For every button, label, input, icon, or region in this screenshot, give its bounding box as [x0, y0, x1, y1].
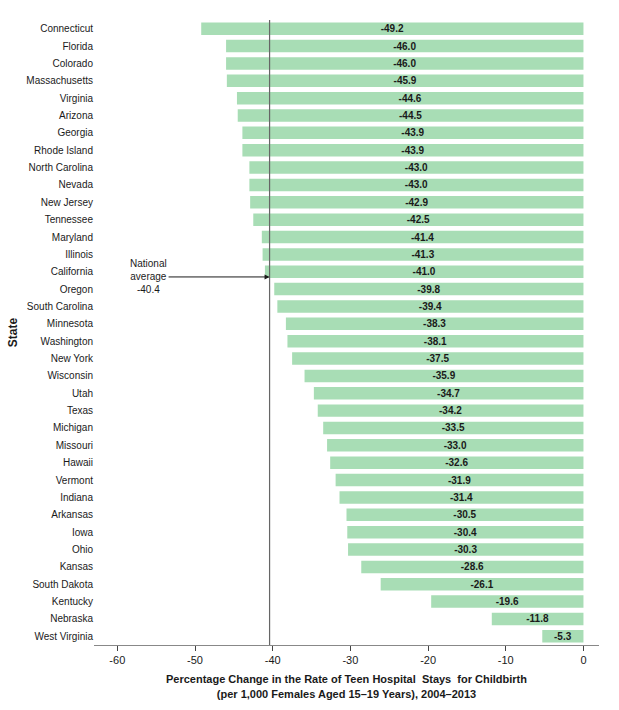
- svg-text:Vermont: Vermont: [56, 475, 93, 486]
- svg-text:-31.4: -31.4: [450, 492, 473, 503]
- svg-text:Massachusetts: Massachusetts: [26, 75, 93, 86]
- svg-text:-50: -50: [187, 654, 203, 666]
- svg-text:Oregon: Oregon: [60, 284, 93, 295]
- svg-text:Tennessee: Tennessee: [45, 214, 94, 225]
- svg-text:Washington: Washington: [41, 336, 93, 347]
- svg-text:-42.9: -42.9: [405, 197, 428, 208]
- svg-text:Rhode Island: Rhode Island: [34, 145, 93, 156]
- svg-text:Iowa: Iowa: [72, 527, 94, 538]
- svg-text:-30.5: -30.5: [453, 509, 476, 520]
- svg-text:-39.8: -39.8: [417, 284, 440, 295]
- svg-text:-40: -40: [265, 654, 281, 666]
- svg-text:Indiana: Indiana: [60, 492, 93, 503]
- svg-text:-43.0: -43.0: [405, 162, 428, 173]
- svg-text:-44.6: -44.6: [399, 93, 422, 104]
- svg-text:-26.1: -26.1: [470, 579, 493, 590]
- svg-text:-20: -20: [420, 654, 436, 666]
- svg-text:Arizona: Arizona: [59, 110, 93, 121]
- svg-text:State: State: [6, 318, 20, 348]
- svg-text:-41.3: -41.3: [411, 249, 434, 260]
- svg-text:South Carolina: South Carolina: [27, 301, 94, 312]
- svg-text:Kansas: Kansas: [60, 561, 93, 572]
- svg-text:Florida: Florida: [62, 41, 93, 52]
- svg-text:-60: -60: [109, 654, 125, 666]
- svg-text:-37.5: -37.5: [426, 353, 449, 364]
- svg-text:Minnesota: Minnesota: [47, 318, 94, 329]
- svg-text:Colorado: Colorado: [52, 58, 93, 69]
- svg-text:North Carolina: North Carolina: [29, 162, 94, 173]
- svg-text:-30.4: -30.4: [454, 527, 477, 538]
- svg-text:-44.5: -44.5: [399, 110, 422, 121]
- svg-text:-19.6: -19.6: [496, 596, 519, 607]
- svg-text:-49.2: -49.2: [381, 23, 404, 34]
- svg-text:-41.0: -41.0: [413, 266, 436, 277]
- svg-text:-39.4: -39.4: [419, 301, 442, 312]
- svg-text:Nationalaverage-40.4: Nationalaverage-40.4: [130, 258, 167, 295]
- svg-text:New York: New York: [51, 353, 94, 364]
- svg-text:Ohio: Ohio: [72, 544, 94, 555]
- svg-text:Wisconsin: Wisconsin: [47, 370, 93, 381]
- svg-text:Kentucky: Kentucky: [52, 596, 93, 607]
- svg-text:0: 0: [580, 654, 586, 666]
- svg-text:-43.9: -43.9: [401, 145, 424, 156]
- svg-text:-11.8: -11.8: [526, 613, 549, 624]
- svg-text:Hawaii: Hawaii: [63, 457, 93, 468]
- svg-text:Missouri: Missouri: [56, 440, 93, 451]
- svg-text:Maryland: Maryland: [52, 232, 93, 243]
- svg-text:-32.6: -32.6: [445, 457, 468, 468]
- svg-text:Illinois: Illinois: [65, 249, 93, 260]
- svg-text:-34.2: -34.2: [439, 405, 462, 416]
- svg-text:Utah: Utah: [72, 388, 93, 399]
- svg-text:-46.0: -46.0: [393, 41, 416, 52]
- svg-text:Nebraska: Nebraska: [50, 613, 93, 624]
- svg-text:-35.9: -35.9: [432, 370, 455, 381]
- svg-text:Nevada: Nevada: [59, 179, 94, 190]
- svg-text:Arkansas: Arkansas: [51, 509, 93, 520]
- svg-text:Michigan: Michigan: [53, 422, 93, 433]
- svg-text:Virginia: Virginia: [60, 93, 94, 104]
- svg-text:-30: -30: [342, 654, 358, 666]
- svg-text:New Jersey: New Jersey: [41, 197, 93, 208]
- svg-text:-43.0: -43.0: [405, 179, 428, 190]
- svg-text:West Virginia: West Virginia: [34, 631, 93, 642]
- svg-text:Percentage Change in the Rate: Percentage Change in the Rate of Teen Ho…: [166, 673, 527, 699]
- svg-text:-42.5: -42.5: [407, 214, 430, 225]
- svg-text:California: California: [51, 266, 94, 277]
- svg-text:South Dakota: South Dakota: [32, 579, 93, 590]
- svg-text:Connecticut: Connecticut: [40, 23, 93, 34]
- svg-text:-31.9: -31.9: [448, 475, 471, 486]
- svg-text:-45.9: -45.9: [394, 75, 417, 86]
- svg-text:Georgia: Georgia: [57, 127, 93, 138]
- svg-text:-10: -10: [498, 654, 514, 666]
- svg-text:-46.0: -46.0: [393, 58, 416, 69]
- svg-text:-34.7: -34.7: [437, 388, 460, 399]
- svg-text:-43.9: -43.9: [401, 127, 424, 138]
- svg-text:-38.3: -38.3: [423, 318, 446, 329]
- svg-text:Texas: Texas: [67, 405, 93, 416]
- svg-text:-30.3: -30.3: [454, 544, 477, 555]
- svg-text:-33.5: -33.5: [442, 422, 465, 433]
- svg-text:-33.0: -33.0: [444, 440, 467, 451]
- svg-text:-28.6: -28.6: [461, 561, 484, 572]
- svg-text:-38.1: -38.1: [424, 336, 447, 347]
- svg-text:-5.3: -5.3: [554, 631, 572, 642]
- svg-text:-41.4: -41.4: [411, 232, 434, 243]
